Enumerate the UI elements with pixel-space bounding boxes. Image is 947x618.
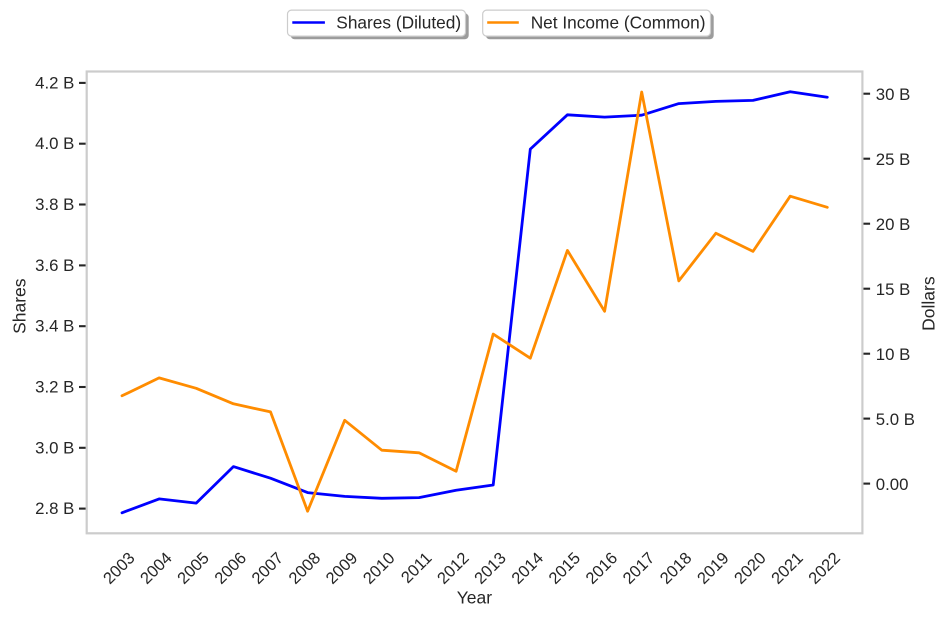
svg-text:2007: 2007 <box>248 549 287 588</box>
svg-text:2013: 2013 <box>471 549 510 588</box>
svg-text:4.2 B: 4.2 B <box>35 73 74 92</box>
svg-text:0.00: 0.00 <box>876 475 909 494</box>
svg-text:Year: Year <box>457 588 493 608</box>
svg-text:2005: 2005 <box>174 549 213 588</box>
svg-text:30 B: 30 B <box>876 85 911 104</box>
svg-text:3.6 B: 3.6 B <box>35 256 74 275</box>
svg-text:2020: 2020 <box>731 549 770 588</box>
svg-text:10 B: 10 B <box>876 345 911 364</box>
svg-text:5.0 B: 5.0 B <box>876 410 915 429</box>
svg-text:Shares: Shares <box>9 278 29 334</box>
svg-text:2011: 2011 <box>398 549 436 587</box>
svg-text:15 B: 15 B <box>876 280 911 299</box>
svg-text:2014: 2014 <box>508 549 547 588</box>
svg-text:2021: 2021 <box>768 549 807 588</box>
svg-text:2010: 2010 <box>360 549 399 588</box>
svg-text:Shares (Diluted): Shares (Diluted) <box>336 12 461 32</box>
svg-text:3.2 B: 3.2 B <box>35 378 74 397</box>
svg-text:3.8 B: 3.8 B <box>35 195 74 214</box>
svg-text:Net Income (Common): Net Income (Common) <box>531 12 706 32</box>
svg-text:20 B: 20 B <box>876 215 911 234</box>
svg-text:Dollars: Dollars <box>918 276 938 331</box>
svg-text:2.8 B: 2.8 B <box>35 499 74 518</box>
svg-text:25 B: 25 B <box>876 150 911 169</box>
svg-text:2004: 2004 <box>137 549 176 588</box>
svg-text:2006: 2006 <box>211 549 250 588</box>
svg-text:4.0 B: 4.0 B <box>35 134 74 153</box>
svg-text:2016: 2016 <box>583 549 622 588</box>
svg-text:2012: 2012 <box>434 549 473 588</box>
svg-text:2018: 2018 <box>657 549 696 588</box>
svg-text:2009: 2009 <box>323 549 362 588</box>
svg-text:2008: 2008 <box>286 549 325 588</box>
svg-text:2017: 2017 <box>620 549 659 588</box>
svg-text:2019: 2019 <box>694 549 733 588</box>
svg-text:3.0 B: 3.0 B <box>35 438 74 457</box>
svg-text:2015: 2015 <box>545 549 584 588</box>
svg-text:3.4 B: 3.4 B <box>35 317 74 336</box>
svg-text:2022: 2022 <box>805 549 844 588</box>
svg-text:2003: 2003 <box>100 549 139 588</box>
